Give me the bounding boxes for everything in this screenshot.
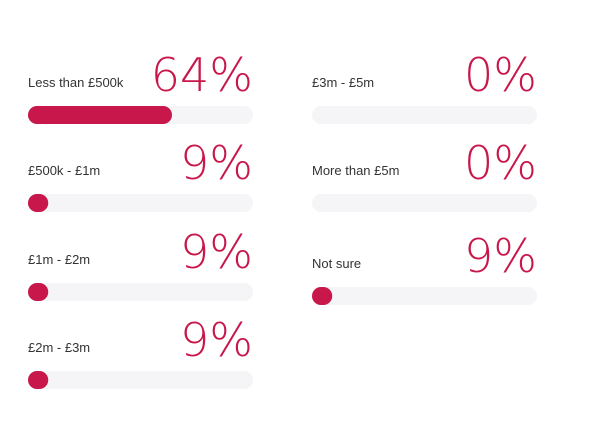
category-label: £500k - £1m: [28, 163, 100, 178]
value-label: 9%: [180, 225, 253, 279]
value-label: 0%: [464, 136, 537, 190]
bar: [28, 194, 49, 212]
bar: [28, 283, 49, 301]
category-label: More than £5m: [312, 163, 399, 178]
category-label: Less than £500k: [28, 75, 124, 90]
value-label: 9%: [464, 229, 537, 283]
category-label: Not sure: [312, 256, 361, 271]
value-label: 0%: [464, 48, 537, 102]
value-label: 64%: [151, 48, 253, 102]
category-label: £2m - £3m: [28, 340, 90, 355]
value-label: 9%: [180, 136, 253, 190]
bar-track: [28, 194, 253, 212]
bar-track: [28, 371, 253, 389]
bar-track: [28, 283, 253, 301]
category-label: £1m - £2m: [28, 252, 90, 267]
bar-track: [312, 194, 537, 212]
bar: [28, 371, 49, 389]
category-label: £3m - £5m: [312, 75, 374, 90]
bar-track: [312, 287, 537, 305]
value-label: 9%: [180, 313, 253, 367]
bar: [28, 106, 172, 124]
bar: [312, 287, 333, 305]
bar-track: [312, 106, 537, 124]
